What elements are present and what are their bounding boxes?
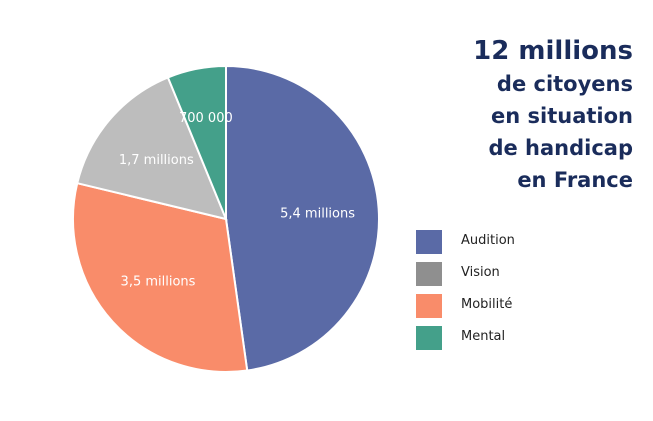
chart-subtitle-line-3: de handicap (488, 136, 633, 160)
chart-subtitle-line-1: de citoyens (496, 72, 633, 96)
data-label-audition: 5,4 millions (280, 207, 355, 222)
pie-slice-audition (225, 64, 380, 372)
chart-title: 12 millions (473, 36, 633, 66)
legend-label-mobilite: Mobilité (461, 297, 513, 312)
data-label-vision: 1,7 millions (119, 153, 194, 168)
legend-swatch-mobilite (416, 294, 442, 318)
data-label-mental: 700 000 (179, 111, 233, 126)
pie-slice-mental (166, 64, 227, 220)
legend-swatch-vision (416, 262, 442, 286)
legend-swatch-audition (416, 230, 442, 254)
legend-label-audition: Audition (461, 233, 515, 248)
chart-subtitle-line-2: en situation (491, 104, 633, 128)
chart-title-block: 12 millions de citoyens en situation de … (393, 34, 633, 196)
pie-slice-mobilite (72, 181, 249, 373)
pie-slice-vision (76, 76, 228, 221)
legend-label-mental: Mental (461, 329, 506, 344)
data-label-mobilite: 3,5 millions (121, 275, 196, 290)
legend-swatch-mental (416, 326, 442, 350)
chart-subtitle-line-4: en France (517, 168, 633, 192)
legend-label-vision: Vision (461, 265, 500, 280)
